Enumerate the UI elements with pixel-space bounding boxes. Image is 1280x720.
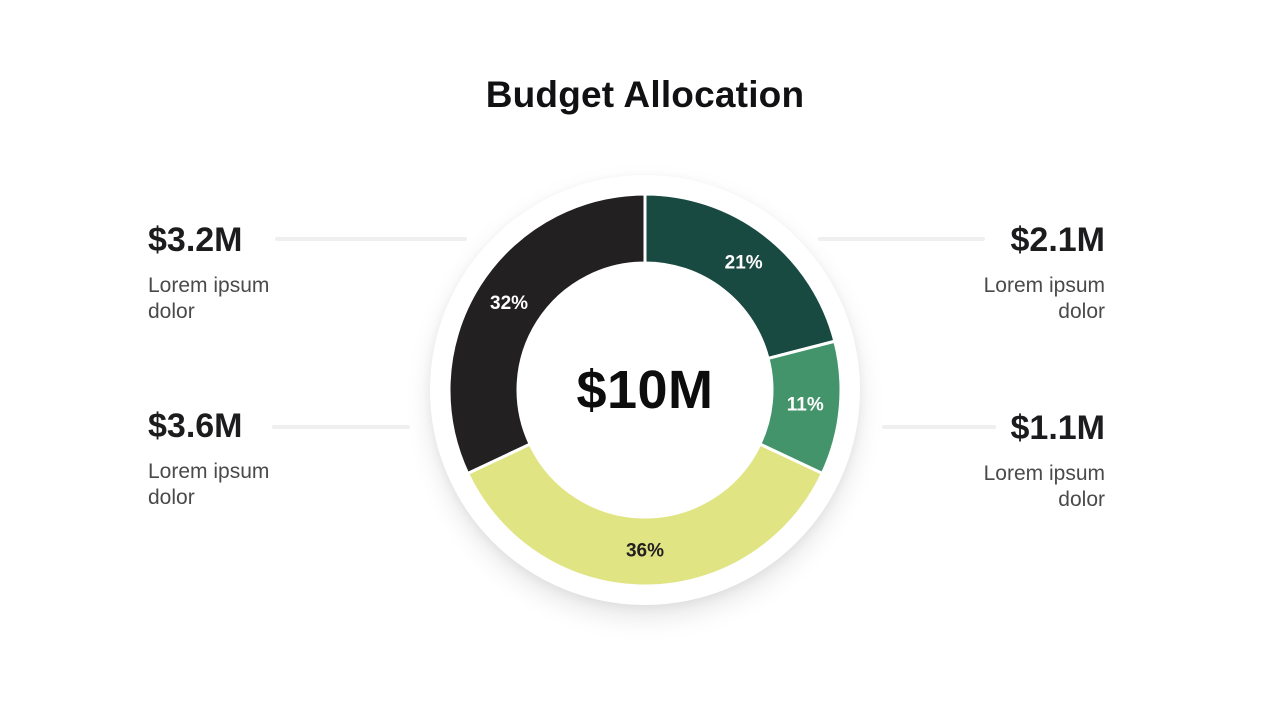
callout-value: $3.2M xyxy=(148,221,243,259)
page-title: Budget Allocation xyxy=(485,74,805,115)
donut-segment-21pct xyxy=(643,192,837,360)
callout-left-bottom: $3.6M Lorem ipsum dolor xyxy=(148,408,288,512)
donut-segment-36pct xyxy=(466,442,824,588)
callout-line-left-bottom xyxy=(272,425,410,429)
callout-description: Lorem ipsum dolor xyxy=(148,274,270,324)
segment-percent-label: 32% xyxy=(490,293,528,314)
segment-percent-label: 36% xyxy=(626,541,664,562)
callout-right-bottom: $1.1M Lorem ipsum dolor xyxy=(965,410,1105,514)
donut-chart-svg: 21% 11% 36% 32% xyxy=(447,192,843,588)
donut-segment-32pct xyxy=(447,192,647,475)
callout-left-top: $3.2M Lorem ipsum dolor xyxy=(148,222,288,326)
donut-chart: 21% 11% 36% 32% $10M xyxy=(430,175,860,605)
callout-value: $3.6M xyxy=(148,407,243,445)
callout-line-right-bottom xyxy=(882,425,996,429)
callout-description: Lorem ipsum dolor xyxy=(148,460,270,510)
segment-percent-label: 11% xyxy=(787,395,824,416)
callout-value: $2.1M xyxy=(1010,221,1106,259)
segment-percent-label: 21% xyxy=(725,252,763,273)
callout-line-right-top xyxy=(818,237,985,241)
callout-description: Lorem ipsum dolor xyxy=(983,462,1105,512)
callout-line-left-top xyxy=(275,237,467,241)
callout-value: $1.1M xyxy=(1010,409,1106,447)
callout-right-top: $2.1M Lorem ipsum dolor xyxy=(965,222,1105,326)
callout-description: Lorem ipsum dolor xyxy=(983,274,1105,324)
